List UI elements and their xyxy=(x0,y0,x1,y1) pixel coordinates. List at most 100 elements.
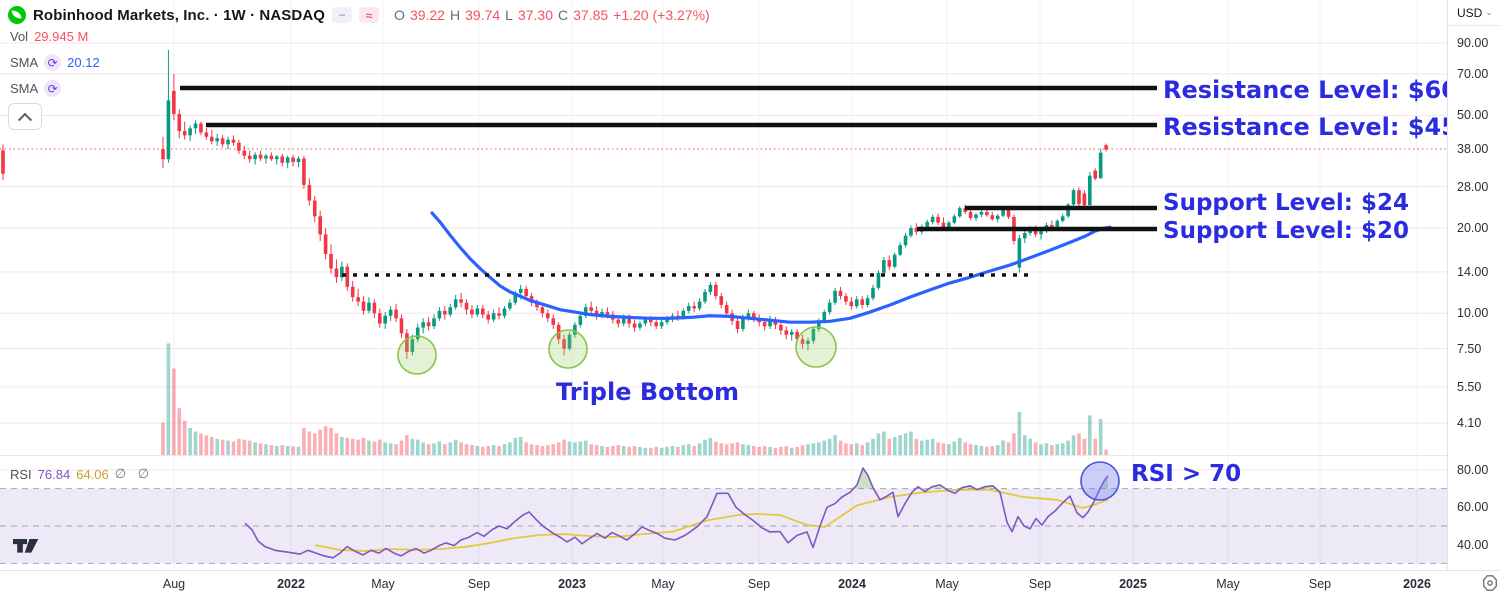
candlestick xyxy=(524,288,528,297)
volume-bar xyxy=(464,444,469,455)
candlestick xyxy=(649,319,653,323)
volume-bar xyxy=(410,438,415,455)
approx-price-icon[interactable]: ≈ xyxy=(359,7,380,23)
candlestick xyxy=(237,142,241,151)
annotation-rsi-over-70[interactable]: RSI > 70 xyxy=(1131,461,1242,487)
volume-bar xyxy=(291,446,295,455)
candlestick xyxy=(903,235,908,246)
annotation-support-20[interactable]: Support Level: $20 xyxy=(1163,218,1409,244)
pane-separator[interactable] xyxy=(0,455,1447,456)
currency-selector[interactable]: USD ⌄ xyxy=(1448,0,1500,26)
candlestick xyxy=(166,100,171,160)
annotation-triple-bottom[interactable]: Triple Bottom xyxy=(556,378,740,406)
candlestick xyxy=(491,313,496,320)
bar-style-icon[interactable]: – xyxy=(332,7,353,23)
loading-spinner-icon: ⟳ xyxy=(44,54,62,71)
candlestick xyxy=(1055,220,1060,229)
annotation-resistance-60[interactable]: Resistance Level: $60 xyxy=(1163,76,1458,104)
rsi-overbought-fill xyxy=(853,468,874,489)
candlestick xyxy=(578,315,583,325)
rsi-ma-value: 64.06 xyxy=(76,466,109,482)
volume-bar xyxy=(865,442,870,455)
candlestick xyxy=(264,155,268,159)
candlestick xyxy=(882,260,886,273)
candlestick xyxy=(161,149,165,160)
volume-bar xyxy=(161,422,165,455)
volume-bar xyxy=(1017,411,1022,455)
candlestick xyxy=(562,339,566,349)
volume-bar xyxy=(903,433,908,455)
candlestick xyxy=(1022,233,1027,239)
triple-bottom-circle[interactable] xyxy=(795,326,837,368)
volume-bar xyxy=(486,446,490,455)
candlestick xyxy=(605,312,610,315)
candlestick xyxy=(708,284,713,292)
candlestick xyxy=(600,312,604,316)
low-label: L xyxy=(505,7,513,23)
volume-bar xyxy=(388,443,393,455)
volume-bar xyxy=(296,446,301,455)
chevron-up-icon xyxy=(17,112,33,127)
gear-icon[interactable] xyxy=(1481,574,1499,592)
triple-bottom-circle[interactable] xyxy=(548,329,588,369)
volume-bar xyxy=(340,437,344,455)
candlestick xyxy=(307,184,312,201)
volume-bar xyxy=(258,443,263,455)
candlestick xyxy=(567,334,572,349)
candlestick xyxy=(296,158,301,163)
volume-bar xyxy=(632,446,637,455)
volume-bar xyxy=(562,439,566,455)
candlestick xyxy=(361,301,366,311)
volume-bar xyxy=(817,442,821,455)
candlestick xyxy=(594,310,599,316)
sma1-legend[interactable]: SMA ⟳ 20.12 xyxy=(10,54,100,71)
rsi-empty-values: ∅ ∅ xyxy=(114,466,154,481)
volume-bar xyxy=(399,440,404,455)
volume-bar xyxy=(350,438,355,455)
volume-bar xyxy=(589,444,593,455)
sma2-legend[interactable]: SMA ⟳ xyxy=(10,80,62,97)
rsi-legend[interactable]: RSI 76.84 64.06 ∅ ∅ xyxy=(10,466,153,482)
candlestick xyxy=(486,314,490,320)
candlestick xyxy=(378,313,382,324)
volume-bar xyxy=(594,445,599,455)
candlestick xyxy=(323,234,328,254)
volume-bar xyxy=(1066,440,1070,455)
candlestick xyxy=(838,290,843,297)
volume-bar xyxy=(854,443,859,455)
candlestick xyxy=(226,139,230,145)
annotation-resistance-45[interactable]: Resistance Level: $45 xyxy=(1163,113,1458,141)
rsi-line xyxy=(244,467,1109,559)
candlestick xyxy=(1077,190,1081,205)
candlestick xyxy=(459,299,463,303)
candlestick xyxy=(974,214,978,218)
symbol-title[interactable]: Robinhood Markets, Inc. · 1W · NASDAQ xyxy=(33,6,326,24)
volume-bar xyxy=(361,437,366,455)
time-axis[interactable]: Aug 2022 May Sep 2023 May Sep 2024 May Sep 2025 May… xyxy=(0,570,1500,596)
candlestick xyxy=(280,156,285,163)
candlestick xyxy=(1071,190,1076,205)
price-axis[interactable]: USD ⌄ 90.00 70.00 50.00 38.00 28.00 20.00 14.0… xyxy=(1447,0,1500,570)
annotation-support-24[interactable]: Support Level: $24 xyxy=(1163,190,1409,216)
volume-bar xyxy=(1104,449,1108,455)
volume-bar xyxy=(627,446,631,455)
candlestick xyxy=(437,310,442,319)
volume-bar xyxy=(280,445,285,455)
candlestick xyxy=(952,216,957,223)
symbol-header: Robinhood Markets, Inc. · 1W · NASDAQ – … xyxy=(8,3,710,27)
rsi-highlight-circle[interactable] xyxy=(1080,461,1120,501)
volume-bar xyxy=(600,446,604,455)
candlestick xyxy=(789,331,794,335)
volume-bar xyxy=(681,445,686,455)
collapse-legend-button[interactable] xyxy=(8,103,42,130)
volume-bar xyxy=(909,431,913,455)
triple-bottom-circle[interactable] xyxy=(397,335,437,375)
candlestick xyxy=(573,324,577,335)
candlestick xyxy=(432,318,436,327)
volume-legend[interactable]: Vol 29.945 M xyxy=(10,29,88,44)
candlestick xyxy=(367,302,371,311)
candlestick xyxy=(1,150,5,174)
volume-bar xyxy=(822,440,827,455)
